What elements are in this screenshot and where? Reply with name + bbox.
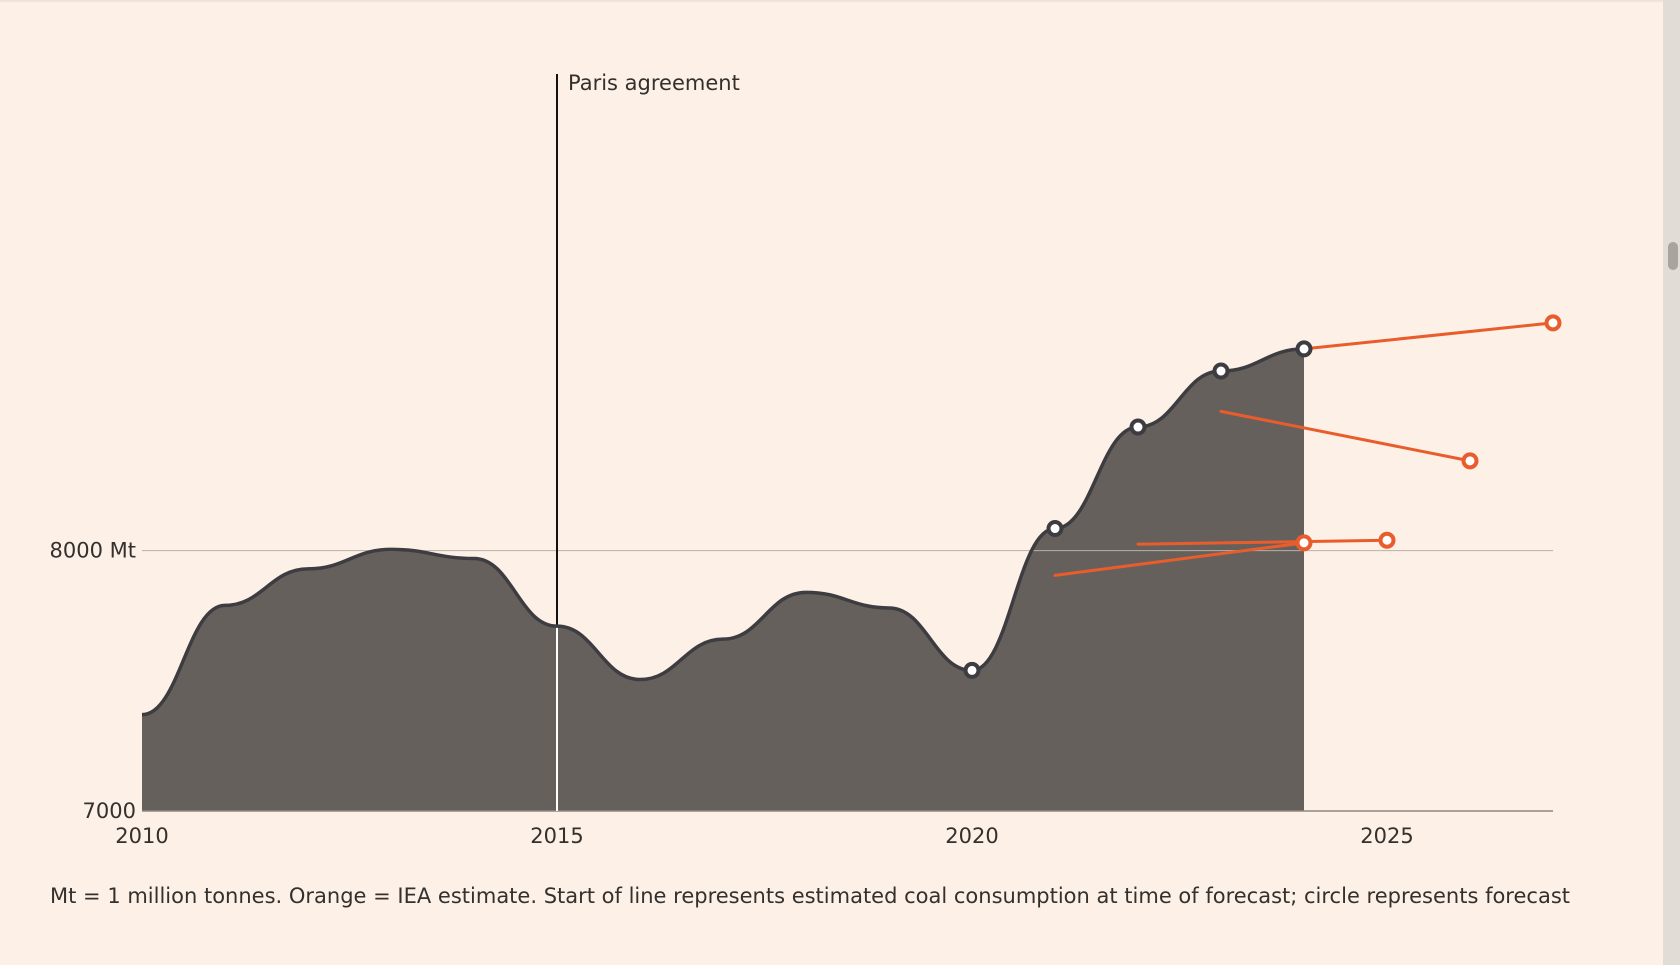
actual-point-2023 — [1212, 362, 1230, 380]
chart-footnote: Mt = 1 million tonnes. Orange = IEA esti… — [50, 884, 1570, 908]
actual-point-2022 — [1129, 418, 1147, 436]
vertical-scrollbar[interactable] — [1663, 0, 1680, 965]
x-tick-label-2010: 2010 — [115, 824, 168, 848]
y-tick-label-7000: 7000 — [83, 799, 136, 823]
forecast-point-1 — [1295, 534, 1313, 552]
actual-point-2021 — [1046, 520, 1064, 538]
x-tick-label-2020: 2020 — [945, 824, 998, 848]
actual-point-2024 — [1295, 340, 1313, 358]
scrollbar-thumb[interactable] — [1668, 242, 1678, 270]
forecast-line-2 — [1136, 538, 1389, 546]
forecast-point-4 — [1544, 314, 1562, 332]
forecast-line-1 — [1053, 541, 1306, 577]
top-edge-shadow — [0, 0, 1663, 3]
annotation-label: Paris agreement — [568, 71, 740, 95]
y-tick-label-8000: 8000 Mt — [50, 539, 136, 563]
forecast-point-3 — [1461, 452, 1479, 470]
forecast-line-3 — [1219, 409, 1472, 463]
actual-point-2020 — [963, 661, 981, 679]
actual-area-fill — [142, 348, 1304, 811]
forecast-line-4 — [1302, 321, 1555, 351]
forecast-point-2 — [1378, 531, 1396, 549]
actual-series-line — [141, 347, 1305, 717]
x-tick-label-2015: 2015 — [530, 824, 583, 848]
x-tick-label-2025: 2025 — [1360, 824, 1413, 848]
